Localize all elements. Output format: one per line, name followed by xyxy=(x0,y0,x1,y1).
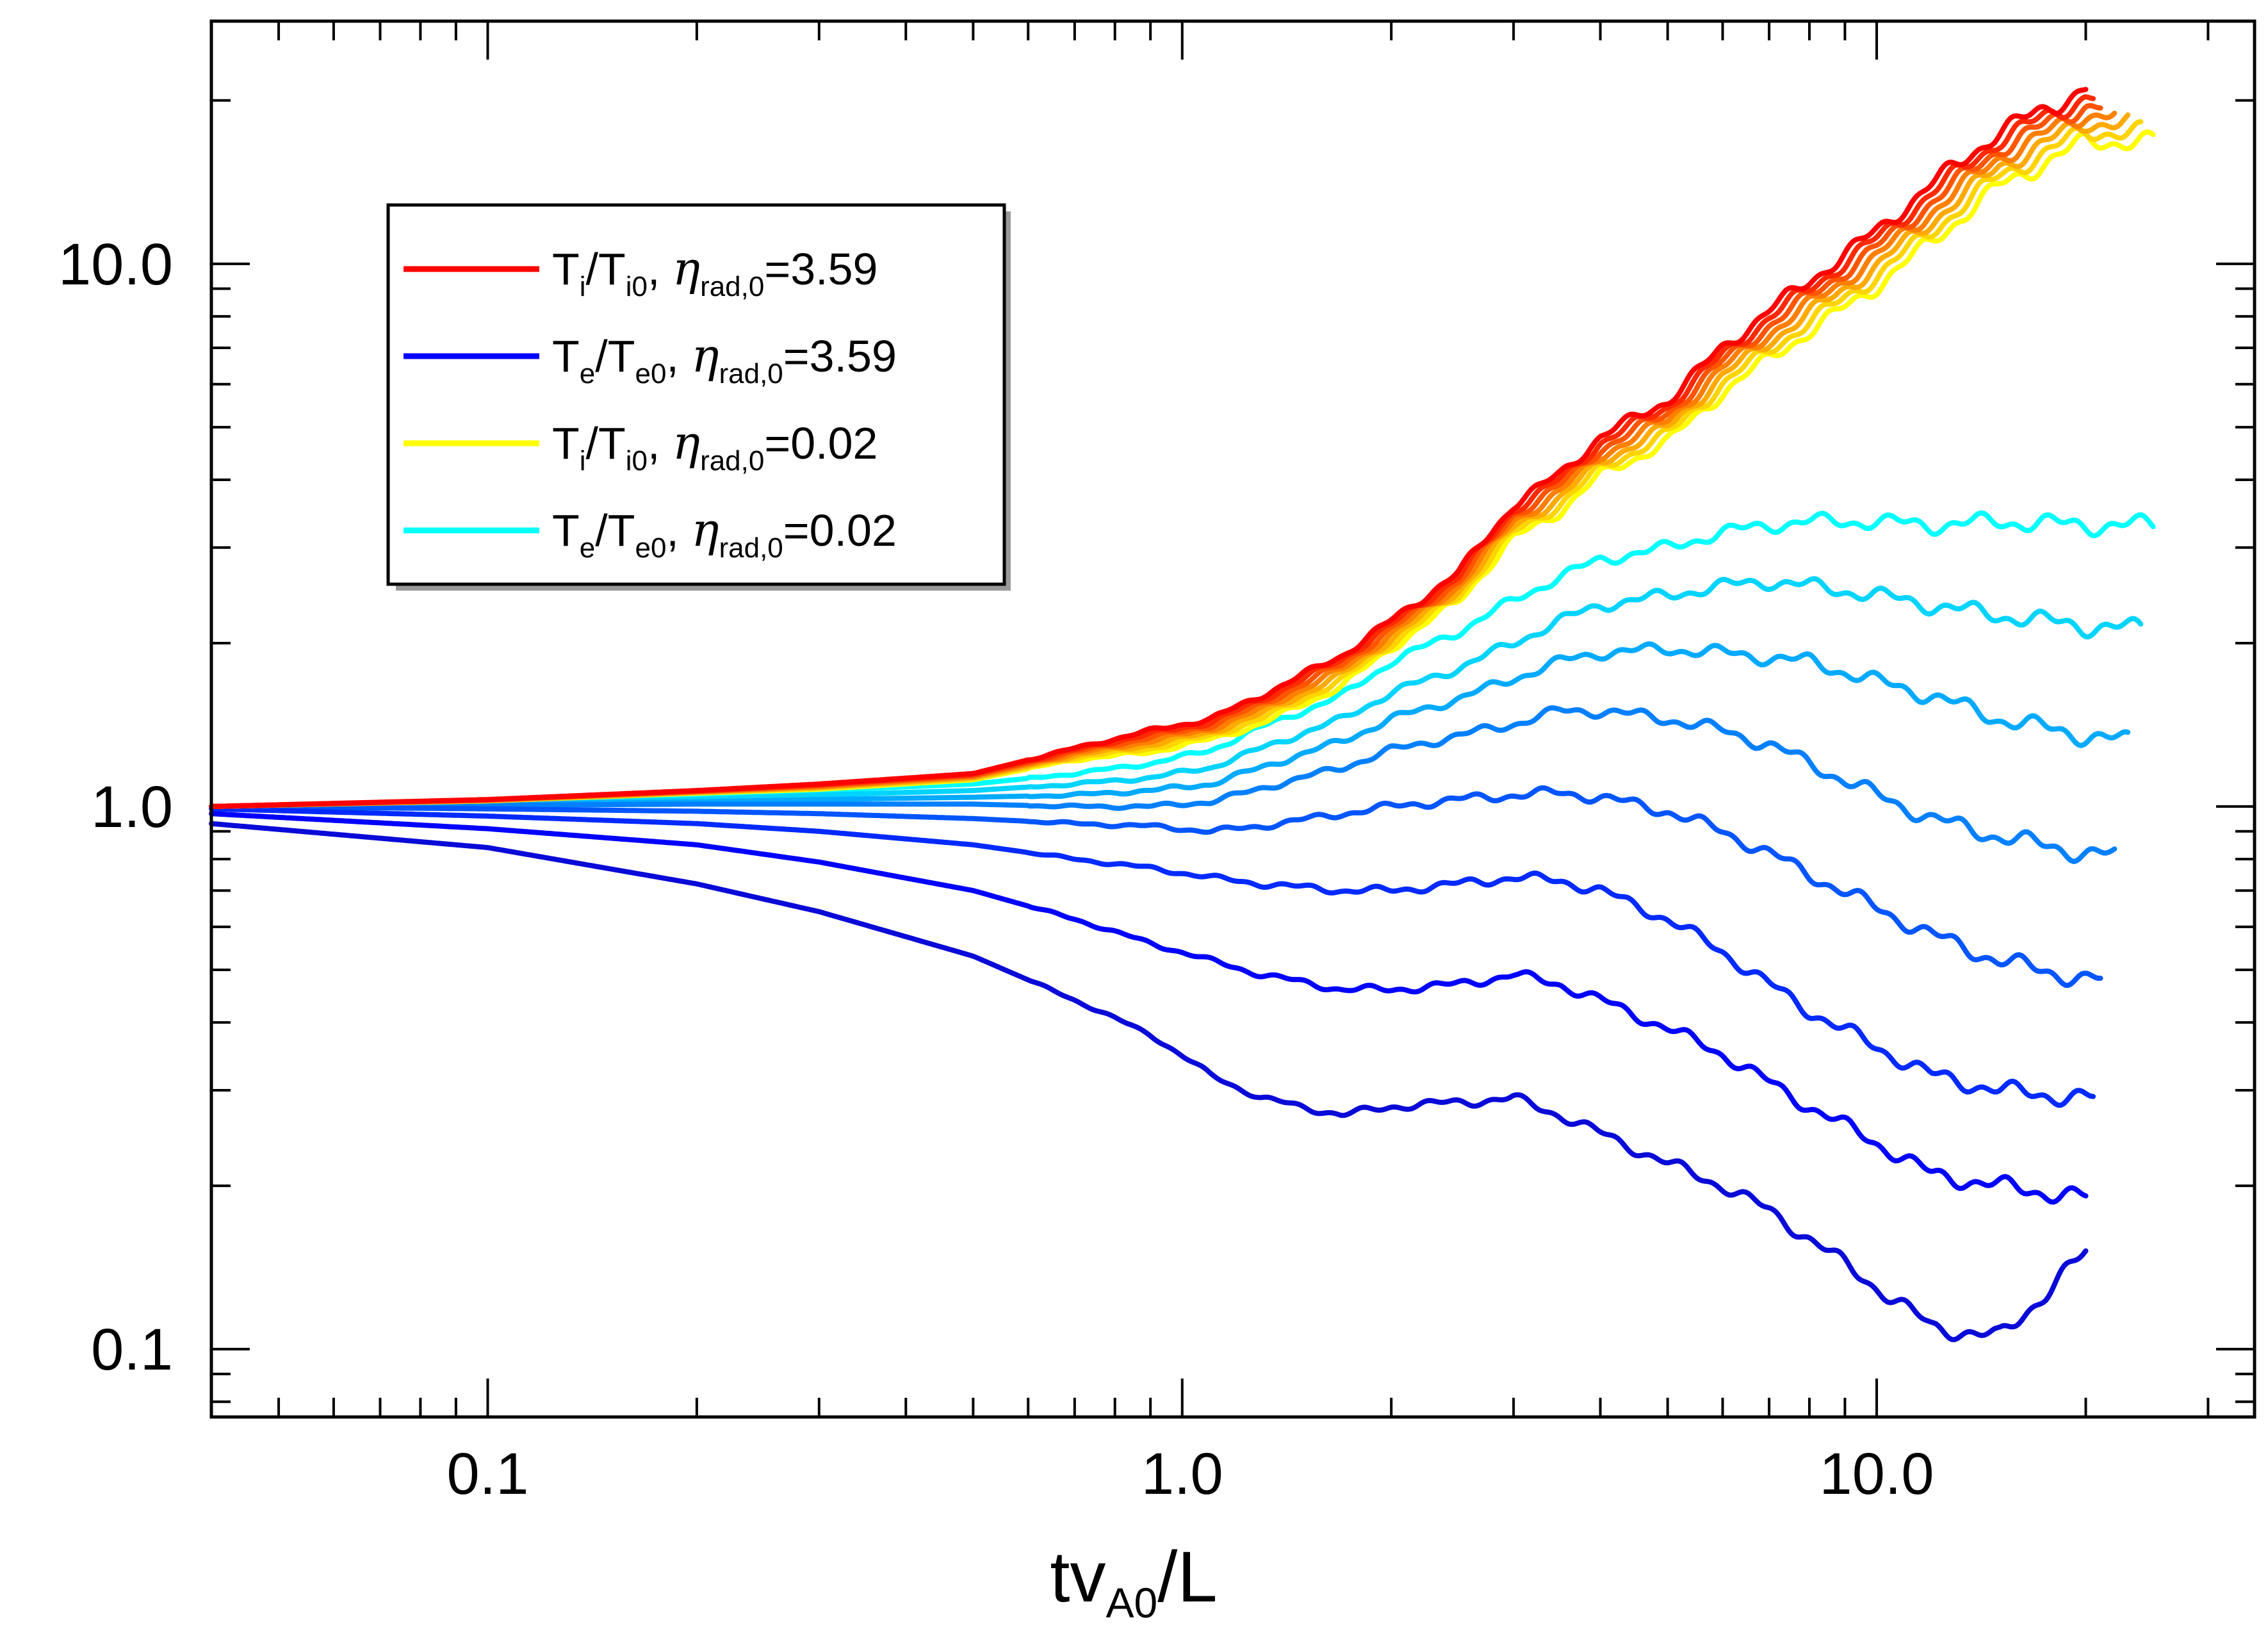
legend-label-part: e xyxy=(580,358,595,389)
series-layer xyxy=(209,86,2156,1343)
legend-label-part: T xyxy=(552,505,580,555)
legend-label-part: rad,0 xyxy=(700,445,764,477)
legend-label: Ti/Ti0, ηrad,0=3.59 xyxy=(552,241,877,302)
legend-label-part: η xyxy=(691,503,719,557)
x-axis-title-sub: A0 xyxy=(1105,1579,1157,1626)
electron-series-line xyxy=(209,806,2096,1108)
legend-label-part: / xyxy=(595,331,608,381)
legend-label-part: i xyxy=(580,271,586,302)
legend-label-part: T xyxy=(598,244,626,294)
legend-label-part: =0.02 xyxy=(783,505,897,555)
plot-frame xyxy=(209,19,2256,1419)
legend-label-part: η xyxy=(673,416,700,470)
electron-series-line xyxy=(209,576,2144,809)
legend-label-part: i0 xyxy=(626,271,648,302)
electron-series-line xyxy=(209,705,2117,864)
legend-label-part: i xyxy=(580,445,586,477)
legend-label-part: =3.59 xyxy=(783,331,897,381)
legend-label: Te/Te0, ηrad,0=3.59 xyxy=(552,329,897,389)
legend-label-part: , xyxy=(648,244,673,294)
electron-series-line xyxy=(209,785,2103,988)
legend-label: Te/Te0, ηrad,0=0.02 xyxy=(552,503,897,564)
x-axis-title: tvA0/L xyxy=(1050,1537,1217,1626)
x-tick-label: 1.0 xyxy=(1141,1441,1223,1507)
legend-label-part: T xyxy=(552,418,580,468)
legend-label-part: η xyxy=(673,241,700,295)
legend-label-part: e0 xyxy=(635,358,666,389)
x-axis-title-tail: /L xyxy=(1157,1537,1217,1617)
legend-label-part: rad,0 xyxy=(700,271,764,302)
legend-label-part: =0.02 xyxy=(764,418,877,468)
y-tick-label: 1.0 xyxy=(91,774,173,840)
legend-label-part: η xyxy=(691,329,719,382)
legend-label-part: / xyxy=(586,418,599,468)
legend-label-part: / xyxy=(586,244,599,294)
legend-label-part: , xyxy=(666,331,691,381)
legend-label-part: rad,0 xyxy=(719,358,783,389)
legend-label-part: =3.59 xyxy=(764,244,877,294)
legend-label-part: T xyxy=(608,505,635,555)
legend-label-part: / xyxy=(595,505,608,555)
legend-label-part: i0 xyxy=(626,445,648,477)
electron-series-line xyxy=(209,811,2089,1205)
legend-label-part: , xyxy=(666,505,691,555)
axis-ticks xyxy=(210,21,2255,1417)
x-axis-title-main: tv xyxy=(1050,1537,1105,1617)
legend-label-part: e xyxy=(580,532,595,564)
legend-label-part: rad,0 xyxy=(719,532,783,564)
legend-label-part: T xyxy=(552,331,580,381)
legend-label: Ti/Ti0, ηrad,0=0.02 xyxy=(552,416,877,477)
legend-label-part: T xyxy=(552,244,580,294)
electron-series-line xyxy=(209,821,2089,1343)
legend-label-part: T xyxy=(598,418,626,468)
legend-label-part: , xyxy=(648,418,673,468)
x-tick-label: 10.0 xyxy=(1820,1441,1934,1507)
tick-labels: 0.1 1.0 10.0 0.1 1.0 10.0 xyxy=(58,232,1934,1507)
x-tick-label: 0.1 xyxy=(447,1441,529,1507)
legend-label-part: T xyxy=(608,331,635,381)
y-tick-label: 10.0 xyxy=(58,232,173,297)
legend-label-part: e0 xyxy=(635,532,666,564)
y-tick-label: 0.1 xyxy=(91,1317,173,1382)
ion-series-line xyxy=(209,86,2089,809)
